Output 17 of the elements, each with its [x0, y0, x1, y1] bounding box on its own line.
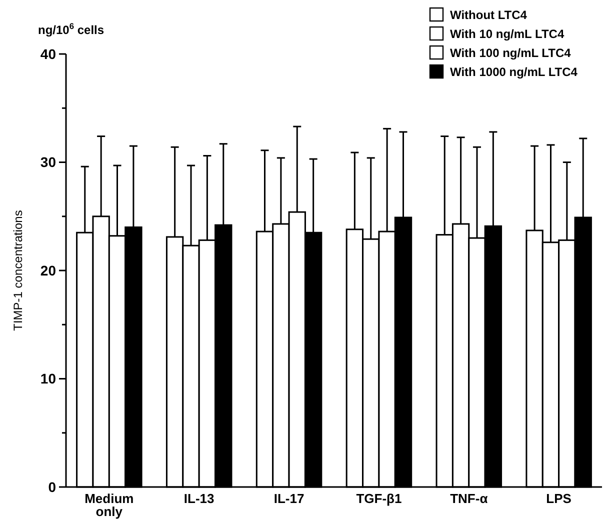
y-tick-label: 30 [40, 154, 56, 170]
legend-label: With 1000 ng/mL LTC4 [450, 65, 578, 80]
legend-label: With 10 ng/mL LTC4 [450, 27, 564, 42]
y-tick-label: 10 [40, 370, 56, 387]
text: ng/10$^{6}$ cells [38, 21, 104, 37]
x-tick-label: IL-17 [274, 491, 304, 506]
y-tick-label: 0 [48, 478, 56, 495]
x-tick-label: TGF-β1 [356, 491, 402, 506]
x-tick-label: IL-13 [184, 491, 214, 506]
x-tick-label: Medium only [84, 491, 134, 519]
x-tick-label: TNF-α [450, 491, 488, 506]
y-tick-label: 20 [40, 262, 56, 278]
y-axis-title: TIMP-1 concentrations [11, 210, 25, 331]
y-tick-label: 40 [40, 46, 56, 62]
x-tick-label: LPS [546, 491, 572, 506]
legend-label: Without LTC4 [450, 8, 528, 22]
legend-label: With 100 ng/mL LTC4 [450, 46, 572, 60]
